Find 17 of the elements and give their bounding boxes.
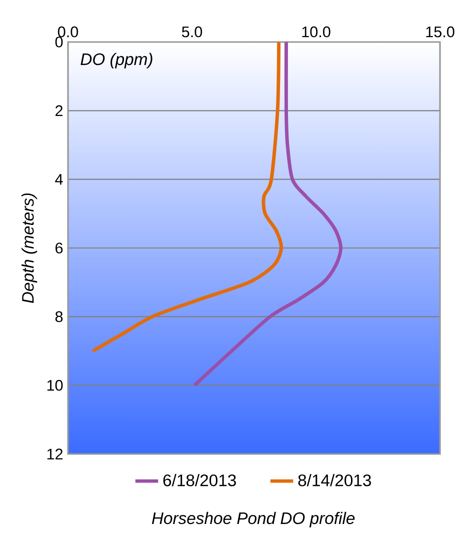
y-tick-label: 6 xyxy=(56,242,63,254)
y-tick-label: 8 xyxy=(55,311,63,322)
x-tick-label: 10.0 xyxy=(302,26,330,38)
x-axis-title: DO (ppm) xyxy=(80,52,152,68)
y-tick-label: 0 xyxy=(55,36,63,48)
x-tick-label: 15.0 xyxy=(426,26,454,38)
line-series xyxy=(192,42,343,388)
text: Horseshoe Pond DO profile xyxy=(152,512,355,528)
x-tick-label: 5.0 xyxy=(182,26,202,38)
y-tick-label: 4 xyxy=(55,174,63,185)
x-tick-label: 0.0 xyxy=(58,26,78,38)
legend-label: 6/18/2013 xyxy=(163,474,236,486)
legend-label: 8/14/2013 xyxy=(298,474,371,486)
y-axis-title: Depth (meters) xyxy=(22,193,38,304)
y-tick-label: 2 xyxy=(56,105,63,116)
y-tick-label: 10 xyxy=(47,380,63,391)
y-tick-label: 12 xyxy=(47,448,63,460)
